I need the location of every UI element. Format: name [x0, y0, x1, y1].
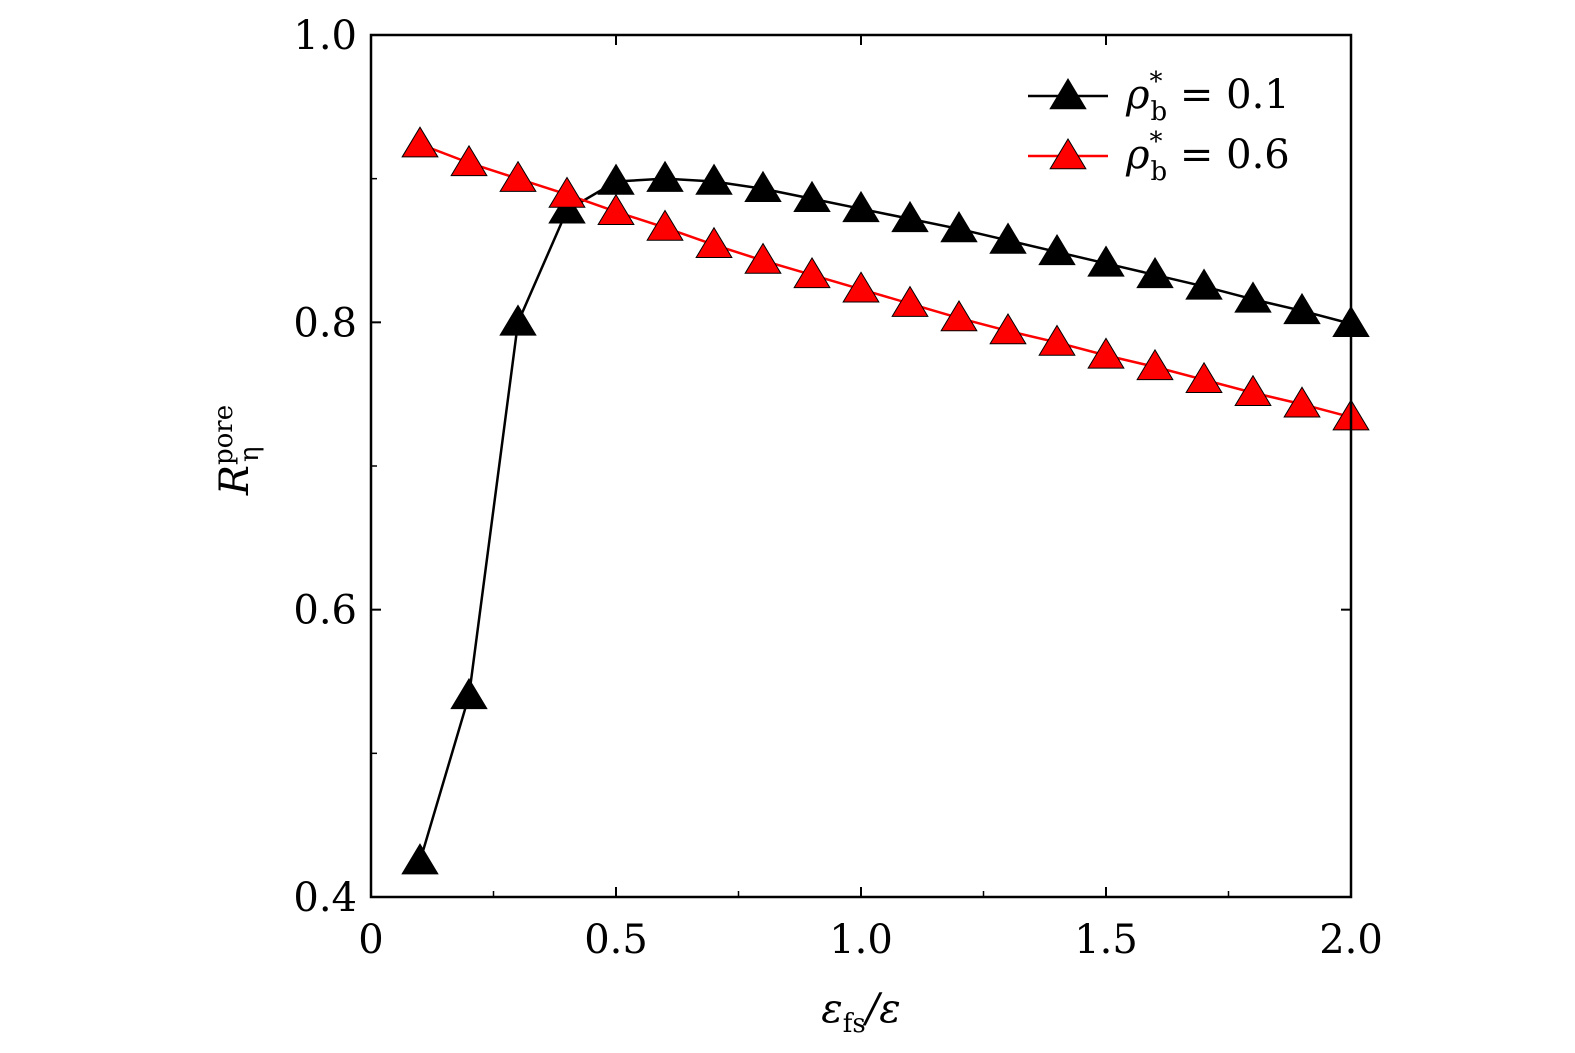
legend-label-main: ρ	[1125, 132, 1150, 178]
legend-label: ρ* b = 0.1	[1125, 67, 1290, 127]
x-axis: 0 0.5 1.0 1.5 2.0	[358, 35, 1383, 963]
series-group	[401, 126, 1370, 875]
data-point	[744, 242, 782, 274]
y-tick-label: 1.0	[293, 13, 357, 59]
y-axis-title: Rpore	[209, 405, 258, 496]
data-point	[891, 200, 929, 233]
legend-label-rest: = 0.6	[1167, 132, 1290, 178]
data-point	[597, 193, 635, 225]
data-point	[1283, 386, 1321, 418]
data-point	[695, 226, 733, 259]
x-tick-label: 1.0	[829, 917, 893, 963]
y-tick-label: 0.6	[293, 588, 357, 634]
data-point	[793, 180, 831, 213]
data-point	[793, 256, 831, 289]
data-point	[1185, 361, 1223, 394]
x-tick-label: 1.5	[1074, 917, 1138, 963]
data-point	[842, 190, 880, 223]
data-point	[1087, 245, 1125, 277]
data-point	[989, 222, 1027, 254]
legend: ρ* b = 0.1ρ* b = 0.6	[1028, 67, 1290, 187]
legend-marker	[1049, 138, 1087, 170]
legend-label-sub: b	[1151, 157, 1168, 187]
data-point	[450, 677, 488, 710]
y-axis: 0.4 0.6 0.8 1.0	[293, 13, 1351, 921]
x-tick-label: 2.0	[1319, 917, 1383, 963]
y-axis-title-sup: pore	[209, 405, 239, 465]
data-point	[1087, 337, 1125, 369]
legend-label: ρ* b = 0.6	[1125, 127, 1290, 187]
data-point	[1234, 374, 1272, 406]
data-point	[499, 160, 537, 192]
data-point	[940, 210, 978, 243]
legend-label-rest: = 0.1	[1167, 72, 1290, 118]
x-axis-title-tail: /ε	[862, 986, 901, 1032]
data-point	[548, 176, 586, 208]
legend-label-sub: b	[1151, 97, 1168, 127]
y-tick-label: 0.8	[293, 300, 357, 346]
legend-label-sup: *	[1150, 127, 1163, 157]
data-point	[646, 209, 684, 241]
data-point	[597, 163, 635, 195]
data-point	[1136, 256, 1174, 289]
y-axis-title-main: R	[212, 465, 258, 496]
data-point	[548, 192, 586, 224]
y-tick-label: 0.4	[293, 875, 357, 921]
data-point	[401, 843, 439, 875]
legend-marker	[1049, 78, 1087, 110]
data-point	[940, 300, 978, 332]
x-axis-title-sub: fs	[843, 1009, 866, 1039]
data-point	[989, 312, 1027, 345]
data-point	[401, 126, 439, 158]
y-axis-title-sub: η	[235, 446, 265, 462]
data-point	[1038, 324, 1076, 356]
x-tick-label: 0.5	[584, 917, 648, 963]
data-point	[842, 271, 880, 303]
data-point	[695, 163, 733, 195]
data-point	[646, 160, 684, 192]
data-point	[499, 304, 537, 336]
data-point	[1136, 348, 1174, 381]
data-point	[891, 285, 929, 317]
legend-label-main: ρ	[1125, 72, 1150, 118]
data-point	[1283, 292, 1321, 325]
x-tick-label: 0	[358, 917, 383, 963]
legend-label-sup: *	[1150, 67, 1163, 97]
data-point	[1185, 268, 1223, 300]
data-point	[1234, 281, 1272, 313]
x-axis-title-main: ε	[821, 986, 842, 1032]
x-axis-title: εfs/ε	[821, 986, 900, 1039]
data-point	[1038, 233, 1076, 266]
data-point	[450, 144, 488, 177]
data-point	[744, 170, 782, 202]
